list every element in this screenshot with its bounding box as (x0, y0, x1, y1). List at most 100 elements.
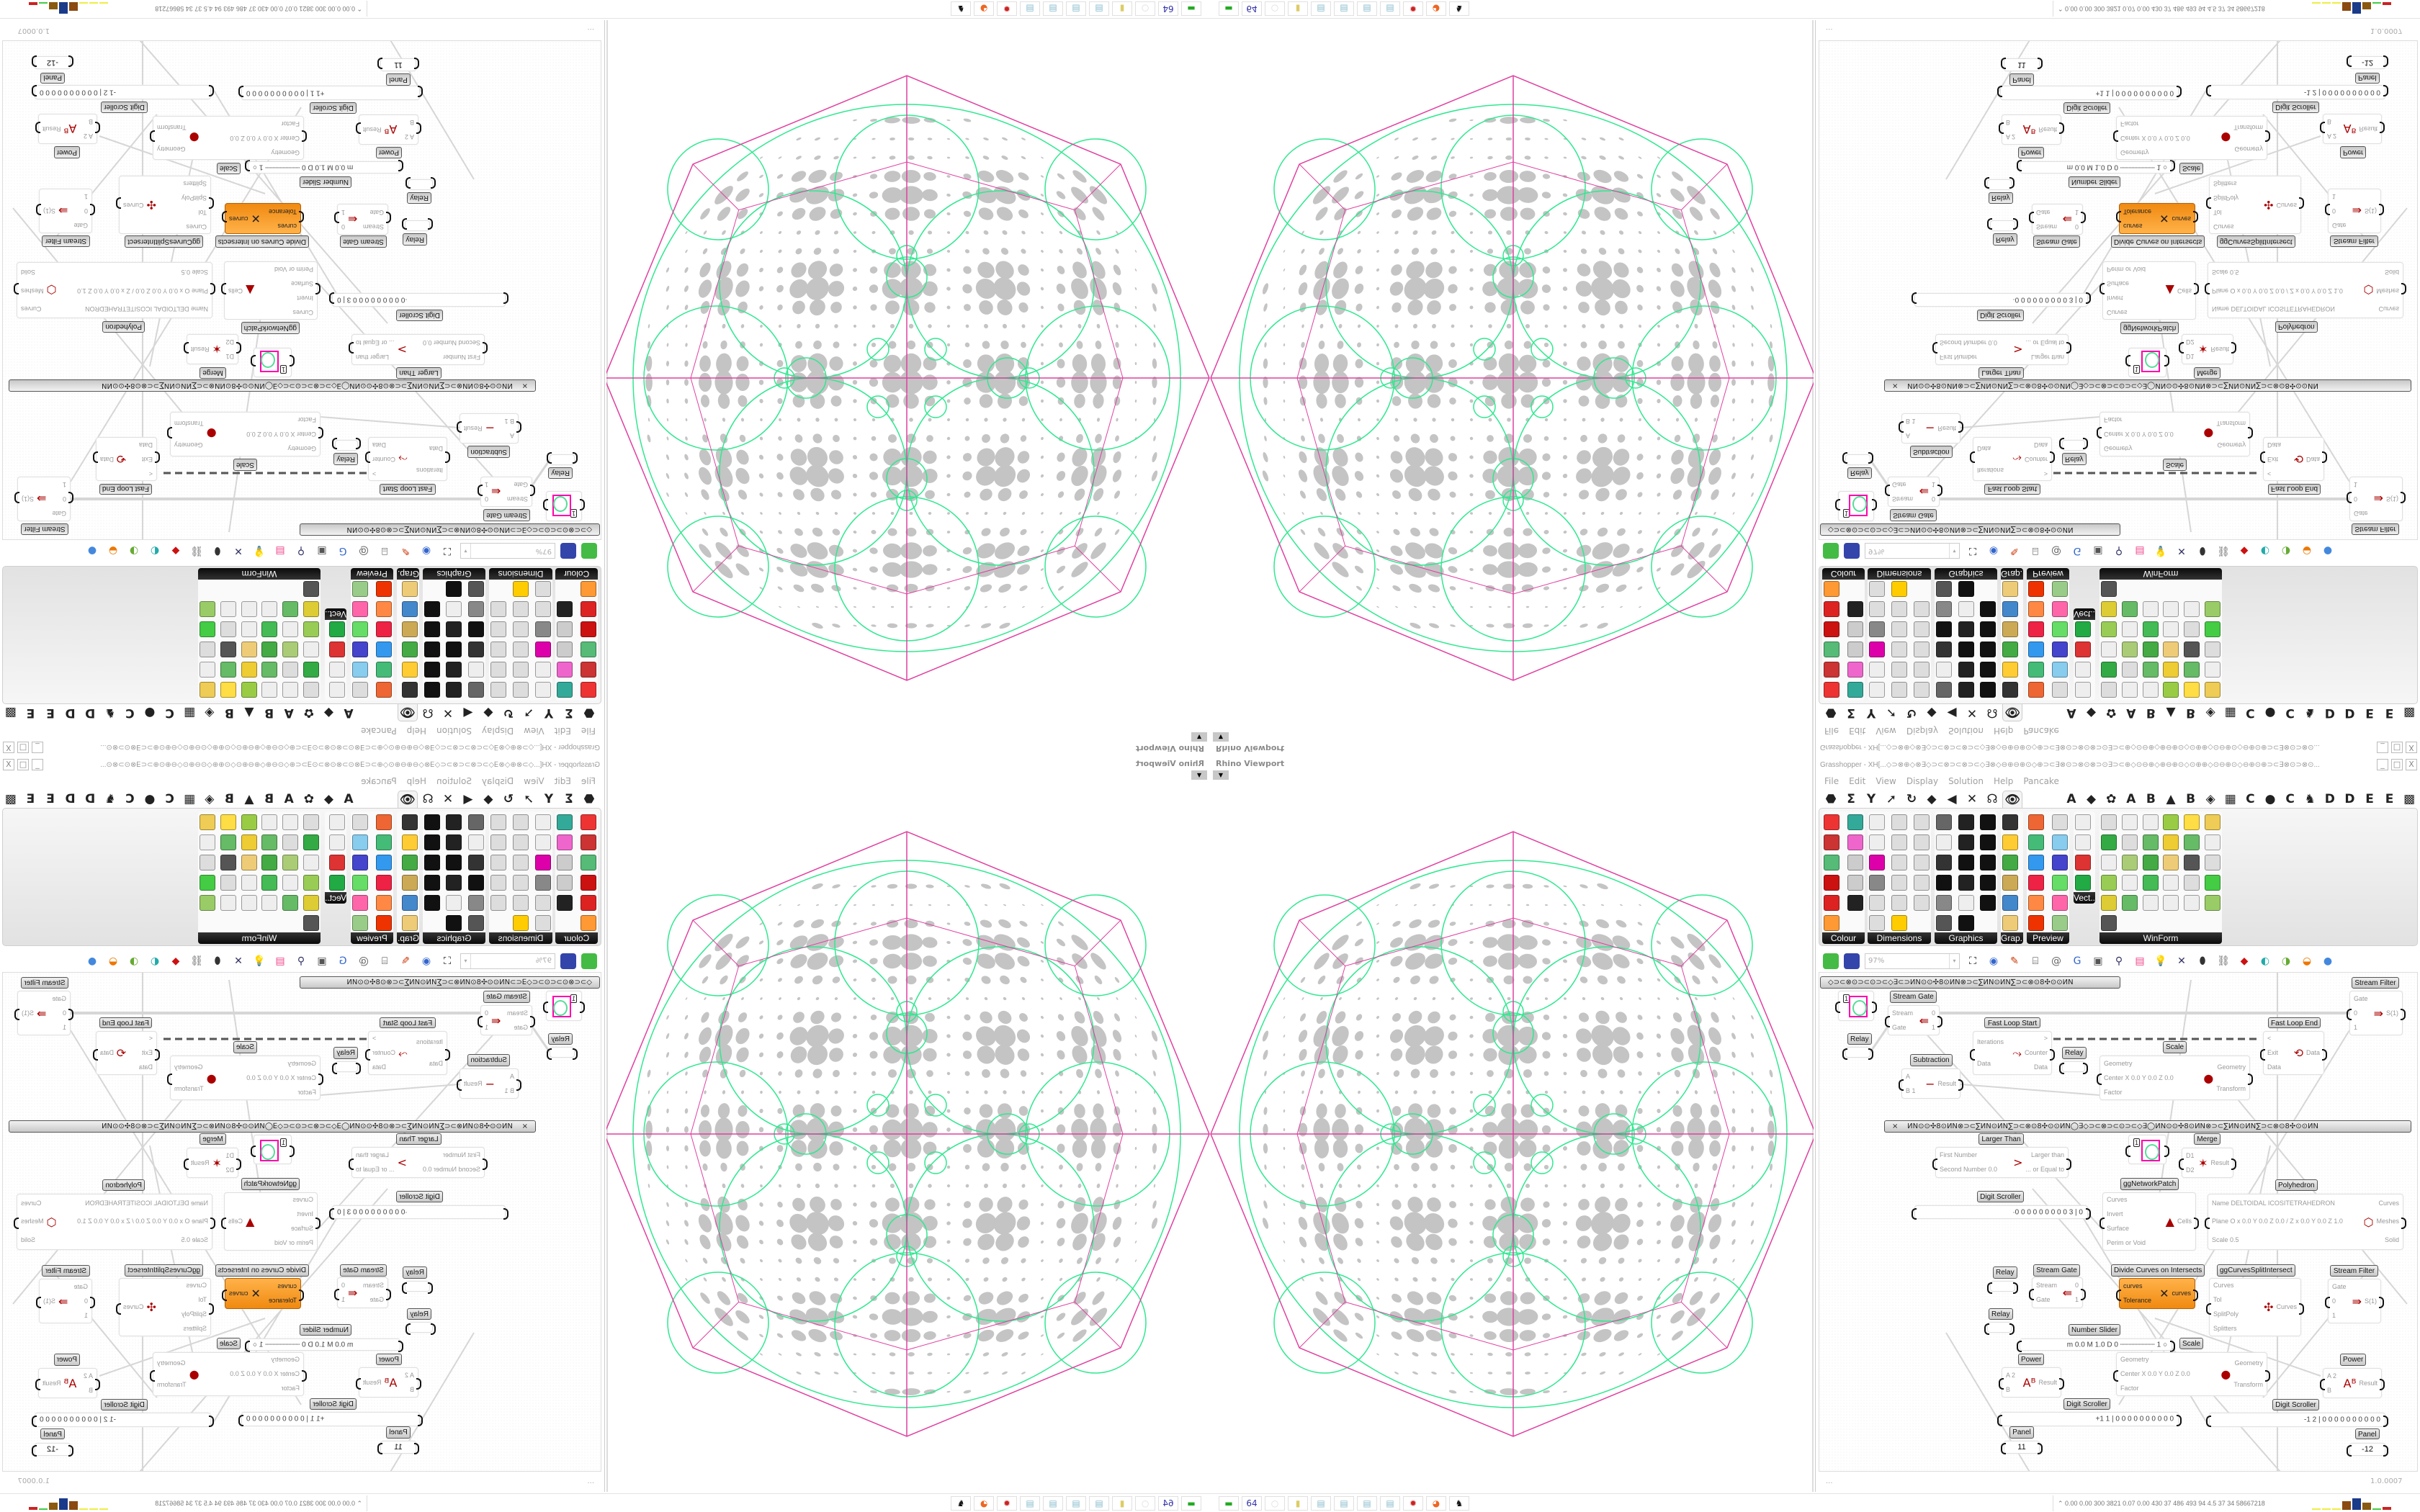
input-param[interactable]: Plane O x 0.0 Y 0.0 Z 0.0 / Z x 0.0 Y 0.… (77, 287, 208, 294)
warning-triangle-icon[interactable] (1891, 581, 1907, 597)
value-display[interactable]: m 0.0 M 1.0 D 0 ┄┄┄┄┄┄┄┄ 1 ○ (2066, 163, 2167, 171)
package-icon[interactable]: ▤ (2135, 955, 2145, 967)
ring-icon[interactable] (1936, 621, 1952, 637)
relay-component[interactable] (1990, 220, 2015, 231)
output-param[interactable]: Curves (2276, 202, 2297, 209)
ribbon-panel-label[interactable]: Vect... (2074, 892, 2095, 904)
grid-dim-icon[interactable] (1869, 875, 1885, 891)
output-param[interactable]: Data (2033, 441, 2048, 449)
search-icon[interactable]: ⚲ (297, 545, 305, 557)
digit-scroller-title[interactable]: Digit Scroller (101, 1399, 148, 1410)
ribbon-panel-label[interactable]: Colour (1822, 932, 1865, 944)
text-t-icon[interactable] (446, 834, 462, 850)
input-param[interactable]: Stream (2036, 1281, 2058, 1289)
spectrum-icon[interactable] (557, 895, 573, 911)
ribbon-panel-label[interactable]: Grap... (2001, 568, 2023, 580)
maximize-button[interactable]: □ (2391, 742, 2403, 753)
save-64-icon[interactable]: 64 (1242, 1496, 1262, 1511)
input-param[interactable]: D1 (225, 353, 234, 361)
notepad-icon[interactable]: ▤ (1380, 1, 1400, 16)
stream-filter-title[interactable]: Stream Filter (21, 977, 68, 989)
custom-preview-icon[interactable] (2028, 682, 2044, 698)
line-dim-icon[interactable] (513, 662, 529, 678)
sketch-icon[interactable]: ✎ (401, 545, 410, 557)
text-t-circle-icon[interactable] (446, 814, 462, 830)
tab-icon[interactable]: ◆ (483, 792, 493, 806)
ggcurvessplitintersect-component[interactable]: Curves Tol SplitPoly Splitters ✣ Curves (119, 176, 211, 234)
input-param[interactable]: Gate (1892, 1023, 1906, 1031)
save-image-icon[interactable] (424, 621, 440, 637)
panel-green-icon[interactable] (2142, 875, 2159, 891)
panel-title[interactable]: Panel (2355, 73, 2380, 84)
terminal-icon[interactable]: ▬ (1181, 1, 1201, 16)
subtraction-component[interactable]: A B 1 − Result (460, 1068, 519, 1099)
ribbon-panel-label[interactable]: Grap... (397, 932, 419, 944)
preview-eye-icon[interactable]: ◉ (1989, 545, 1999, 557)
tab-plugin-icon[interactable]: ◆ (323, 792, 333, 806)
power-title[interactable]: Power (53, 146, 80, 158)
dim-leader-icon[interactable] (1914, 895, 1930, 911)
divide-curves-on-intersects-component[interactable]: curves Tolerance ✕ curves (225, 203, 301, 234)
blobs-icon[interactable] (2028, 642, 2044, 657)
digit-scroller-title[interactable]: Digit Scroller (1977, 310, 2024, 321)
gradient-square-icon[interactable] (2028, 895, 2044, 911)
menu-display[interactable]: Display (1906, 726, 1939, 736)
input-param[interactable]: Stream (2036, 223, 2058, 231)
pie-ring-icon[interactable] (2002, 855, 2018, 870)
dim-chain-icon[interactable] (1891, 601, 1907, 617)
ggcurvessplitintersect-title[interactable]: ggCurvesSplitIntersect (2217, 1264, 2295, 1277)
link-circle-icon[interactable] (1958, 875, 1974, 891)
material-icon[interactable] (2028, 662, 2044, 678)
tab-plugin-icon[interactable]: C (2246, 706, 2255, 720)
notepad-icon[interactable]: ▤ (1380, 1496, 1400, 1511)
polyhedron-component[interactable]: Name DELTOIDAL ICOSITETRAHEDRON Plane O x… (2208, 262, 2403, 318)
new-file-icon[interactable] (1823, 543, 1839, 559)
input-param[interactable]: Scale 0.5 (2212, 269, 2239, 276)
user-pie-icon[interactable] (2184, 662, 2200, 678)
circle-fill-icon[interactable] (1936, 814, 1952, 830)
dim-linear-icon[interactable] (1891, 814, 1907, 830)
tab-plugin-icon[interactable]: ▦ (184, 706, 196, 720)
calendar-icon[interactable] (261, 895, 278, 911)
ribbon-panel-label[interactable]: WinForm (2099, 932, 2222, 944)
tab-plugin-icon[interactable]: ♞ (2304, 706, 2316, 720)
digit-scroller-component[interactable]: -1 2 | 0 0 0 0 0 0 0 0 0 0 (35, 85, 211, 99)
input-param[interactable]: Invert (297, 1210, 313, 1218)
chart-area-icon[interactable] (402, 581, 418, 597)
value-display[interactable]: ·0 0 0 0 0 0 0 0 0 3 | 0 (2012, 1208, 2083, 1216)
image-circle-icon[interactable] (446, 915, 462, 931)
tree-view-icon[interactable] (2101, 581, 2117, 597)
material-icon[interactable] (2028, 834, 2044, 850)
output-param[interactable]: Counter (372, 1048, 396, 1056)
relay-component[interactable] (405, 220, 430, 231)
camera-icon[interactable] (2052, 682, 2068, 698)
h-slider-icon[interactable] (2142, 834, 2159, 850)
input-param[interactable]: Curves (2213, 1282, 2234, 1290)
dashed-circle-icon[interactable] (1958, 895, 1974, 911)
tab-icon[interactable]: ➚ (523, 706, 534, 720)
camera-icon[interactable] (352, 814, 368, 830)
param-component[interactable]: 1 (254, 348, 292, 377)
panel-title[interactable]: Panel (2009, 1426, 2034, 1439)
relay-component[interactable] (408, 179, 433, 190)
digit-scroller-component[interactable]: ·0 0 0 0 0 0 0 0 0 3 | 0 (332, 293, 506, 307)
bulb-icon[interactable]: 💡 (253, 545, 266, 557)
output-param[interactable]: ... or Equal to (2025, 338, 2064, 346)
ok-button-icon[interactable] (2163, 621, 2179, 637)
heart-green-icon[interactable] (352, 875, 368, 891)
input-param[interactable]: Geometry (271, 148, 300, 156)
value-display[interactable]: +1 1 | 0 0 0 0 0 0 0 0 0 0 (246, 89, 325, 97)
input-param[interactable]: First Number (442, 354, 480, 361)
ok-button-icon[interactable] (241, 875, 257, 891)
box-dim-icon[interactable] (1914, 834, 1930, 850)
input-param[interactable]: Gate (2354, 994, 2368, 1002)
blur-circle-icon[interactable] (1936, 855, 1952, 870)
colour-triangle-icon[interactable] (557, 834, 573, 850)
output-param[interactable]: Result (42, 1379, 61, 1387)
heart-mesh-icon[interactable] (2052, 855, 2068, 870)
relay-component[interactable] (1842, 1047, 1873, 1060)
output-param[interactable]: Meshes (2376, 1218, 2399, 1225)
save-64-icon[interactable]: 64 (1242, 1, 1262, 16)
red-gem-icon[interactable]: ◆ (171, 955, 180, 967)
digit-scroller-title[interactable]: Digit Scroller (2272, 1399, 2319, 1410)
